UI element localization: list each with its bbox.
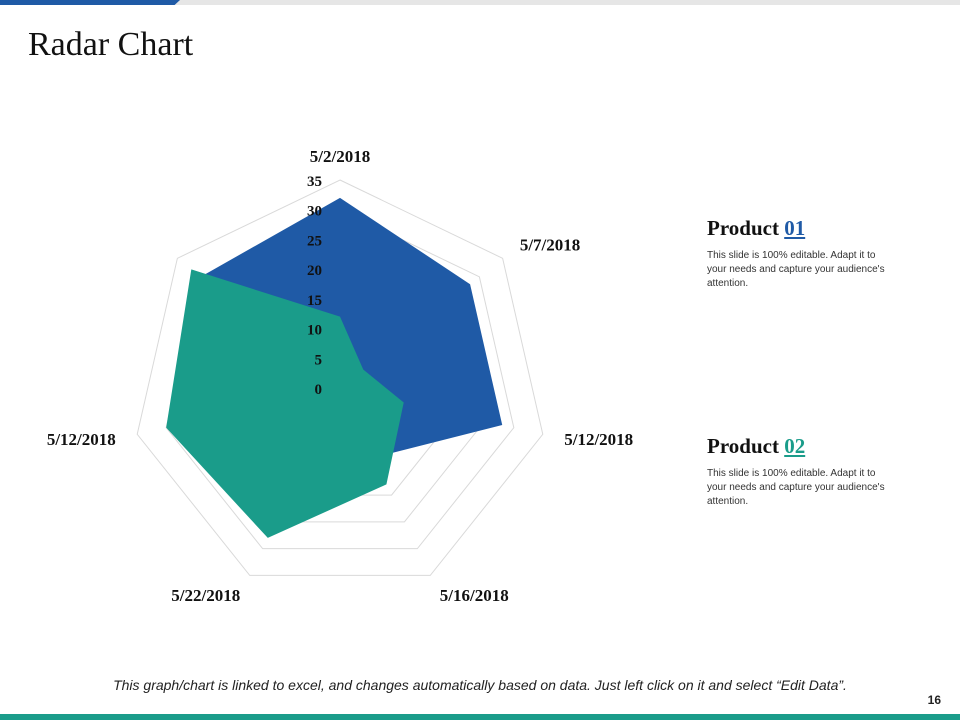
legend-title: Product 02 [707, 434, 897, 459]
legend-number[interactable]: 01 [784, 216, 806, 240]
series-area-product-01[interactable] [200, 197, 503, 458]
top-accent-bar [0, 0, 180, 5]
legend-number[interactable]: 02 [784, 434, 806, 458]
category-label: 5/12/2018 [564, 430, 633, 449]
legend-title: Product 01 [707, 216, 897, 241]
category-label: 5/7/2018 [520, 236, 580, 255]
footnote: This graph/chart is linked to excel, and… [113, 677, 847, 693]
tick-label: 25 [307, 233, 322, 249]
page-number: 16 [927, 693, 941, 707]
category-label: 5/2/2018 [310, 147, 370, 166]
legend-label: Product [707, 434, 779, 458]
category-label: 5/16/2018 [440, 586, 509, 605]
tick-label: 10 [307, 323, 322, 339]
legend-label: Product [707, 216, 779, 240]
top-bar [0, 0, 960, 5]
grid-ring [136, 179, 544, 576]
radar-labels: 5/2/2018 5/7/2018 5/12/2018 5/16/2018 5/22/2… [47, 147, 633, 605]
bottom-bar [0, 714, 960, 720]
legend-description: This slide is 100% editable. Adapt it to… [707, 250, 885, 289]
legend-product-02: Product 02 This slide is 100% editable. … [707, 434, 897, 509]
category-label: 5/12/2018 [47, 430, 116, 449]
tick-label: 15 [307, 293, 322, 309]
category-label: 5/22/2018 [171, 586, 240, 605]
tick-label: 35 [307, 174, 322, 190]
tick-label: 5 [315, 352, 323, 368]
legend-product-01: Product 01 This slide is 100% editable. … [707, 216, 897, 291]
tick-label: 20 [307, 263, 322, 279]
radar-series [166, 197, 503, 538]
tick-label: 30 [307, 204, 322, 220]
tick-label: 0 [315, 382, 323, 398]
slide-title: Radar Chart [28, 26, 194, 63]
radar-ticks: 0 5 10 15 20 25 30 35 [307, 174, 322, 398]
series-area-product-02[interactable] [166, 269, 404, 538]
legend-description: This slide is 100% editable. Adapt it to… [707, 468, 885, 507]
